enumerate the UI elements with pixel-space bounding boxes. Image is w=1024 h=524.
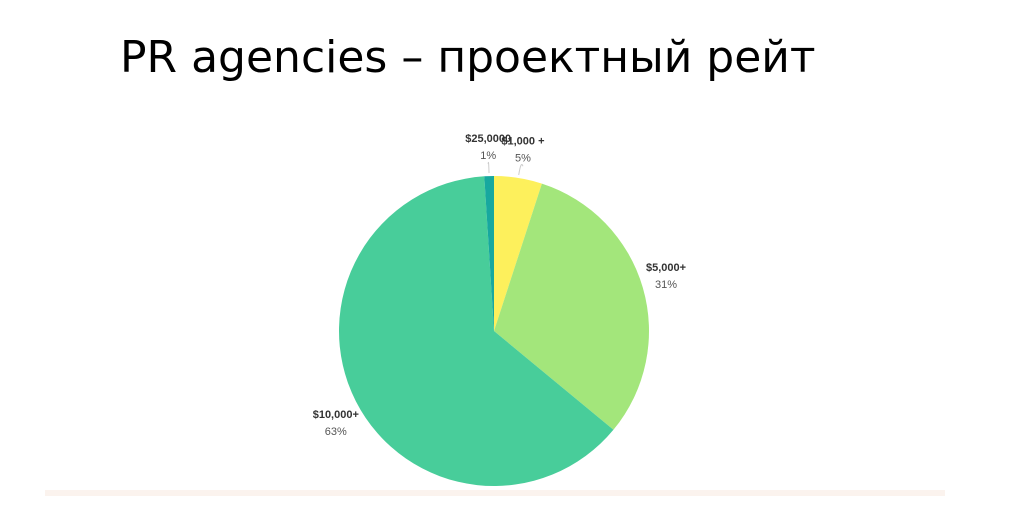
pie-slice (494, 176, 542, 331)
leader-line (518, 164, 524, 176)
footer-strip (45, 490, 945, 496)
slice-percent: 31% (655, 279, 677, 291)
slice-label: $10,000+ (313, 409, 359, 421)
pie-slice (484, 176, 494, 331)
pie-slice (338, 176, 614, 487)
pie-slice (494, 183, 650, 430)
slice-label: $5,000+ (646, 262, 686, 274)
slice-percent: 63% (325, 426, 347, 438)
slice-percent: 1% (480, 150, 496, 162)
slice-label: $1,000 + (501, 135, 544, 147)
chart-title: PR agencies – проектный рейт (120, 32, 816, 83)
leader-line (487, 161, 490, 174)
slice-percent: 5% (515, 152, 531, 164)
slice-label: $25,0000 (465, 133, 511, 145)
